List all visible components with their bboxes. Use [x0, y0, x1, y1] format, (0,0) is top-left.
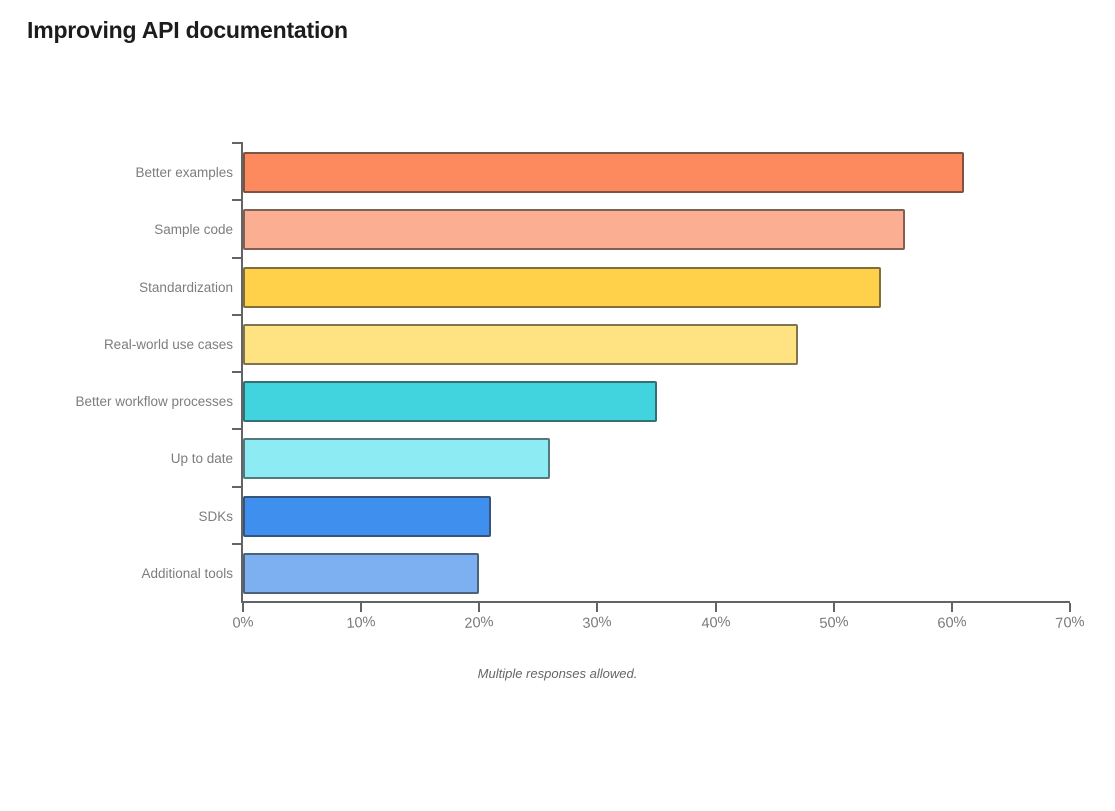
- bar: [243, 495, 492, 537]
- x-axis-label: 50%: [818, 614, 849, 632]
- x-axis-label: 0%: [231, 614, 255, 632]
- y-axis-tick: [232, 313, 243, 316]
- x-axis-label: 40%: [700, 614, 731, 632]
- x-axis-tick: [360, 603, 363, 612]
- x-axis-tick: [950, 603, 953, 612]
- bar: [243, 438, 551, 480]
- category-label: Standardization: [139, 279, 233, 295]
- y-axis-tick: [232, 485, 243, 488]
- x-axis-label: 30%: [582, 614, 613, 632]
- y-axis-tick: [232, 199, 243, 202]
- y-axis-tick: [232, 542, 243, 545]
- x-axis-tick: [596, 603, 599, 612]
- category-label: Real-world use cases: [103, 336, 233, 352]
- x-axis-tick: [1069, 603, 1071, 612]
- x-axis-label: 20%: [464, 614, 495, 632]
- x-axis-tick: [832, 603, 835, 612]
- category-label: Better examples: [135, 165, 233, 181]
- bar-chart-plot-area: Better examples Sample code Standardizatio…: [75, 142, 1085, 632]
- chart-footnote: Multiple responses allowed.: [477, 666, 638, 681]
- bar: [243, 266, 881, 308]
- category-label: Additional tools: [141, 565, 233, 581]
- x-axis-label: 60%: [936, 614, 967, 632]
- page-title: Improving API documentation: [27, 17, 348, 43]
- bar: [243, 381, 657, 423]
- bar: [243, 552, 480, 594]
- x-axis-tick: [714, 603, 717, 612]
- category-label: SDKs: [198, 508, 233, 524]
- x-axis-tick: [242, 603, 244, 612]
- y-axis-tick: [232, 428, 243, 431]
- x-axis-label: 70%: [1054, 614, 1086, 632]
- bar: [243, 152, 964, 194]
- y-axis-tick: [232, 256, 243, 259]
- x-axis-label: 10%: [346, 614, 377, 632]
- bar: [243, 323, 799, 365]
- y-axis-tick: [232, 142, 243, 144]
- x-axis-tick: [478, 603, 481, 612]
- category-label: Better workflow processes: [75, 394, 233, 410]
- y-axis-tick: [232, 371, 243, 373]
- category-label: Sample code: [154, 222, 233, 238]
- category-label: Up to date: [170, 451, 233, 467]
- bar: [243, 209, 905, 251]
